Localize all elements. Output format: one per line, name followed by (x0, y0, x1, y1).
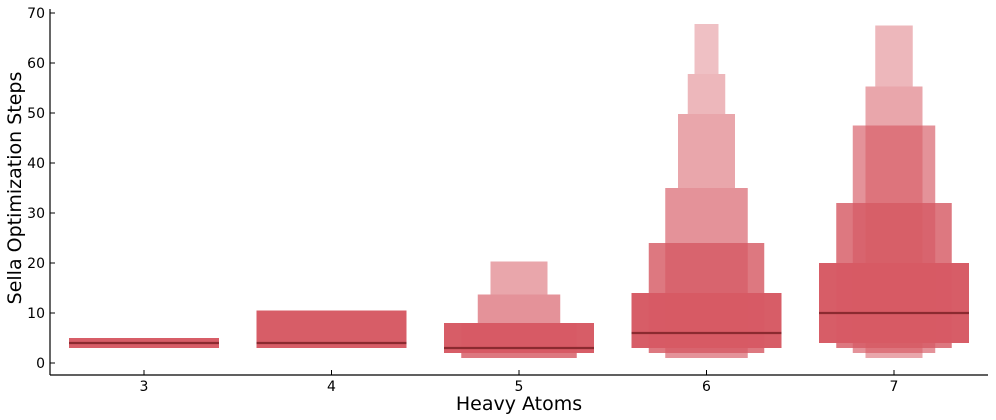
y-tick-label: 10 (27, 306, 45, 322)
boxen-level-1 (819, 263, 969, 343)
y-tick-label: 60 (27, 56, 45, 72)
boxen-category-4 (256, 310, 407, 348)
boxen-level-4 (490, 261, 548, 295)
y-ticks: 0 10 20 30 40 50 60 70 (27, 6, 55, 372)
x-ticks: 3 4 5 6 7 (140, 370, 899, 395)
boxen-level-1 (631, 293, 782, 348)
boxen-level-3 (477, 294, 561, 323)
y-tick-label: 40 (27, 156, 45, 172)
boxen-level-5 (875, 25, 913, 87)
boxen-category-6 (631, 24, 782, 358)
x-tick-label: 4 (327, 379, 336, 395)
y-tick-label: 20 (27, 256, 45, 272)
x-tick-label: 7 (890, 379, 899, 395)
boxen-boxes (69, 24, 969, 358)
boxen-level-4 (678, 114, 735, 188)
y-tick-label: 70 (27, 6, 45, 22)
y-axis-label: Sella Optimization Steps (4, 72, 26, 305)
boxen-category-5 (444, 261, 594, 358)
boxen-level-5 (687, 74, 726, 114)
x-tick-label: 6 (702, 379, 711, 395)
y-tick-label: 50 (27, 106, 45, 122)
x-axis-label: Heavy Atoms (456, 393, 582, 415)
x-tick-label: 3 (140, 379, 149, 395)
y-tick-label: 30 (27, 206, 45, 222)
boxen-category-7 (819, 25, 969, 358)
y-tick-label: 0 (36, 356, 45, 372)
boxen-level-6 (694, 24, 719, 74)
x-tick-label: 5 (515, 379, 524, 395)
boxen-category-3 (69, 338, 219, 348)
boxen-level-1 (256, 310, 407, 348)
